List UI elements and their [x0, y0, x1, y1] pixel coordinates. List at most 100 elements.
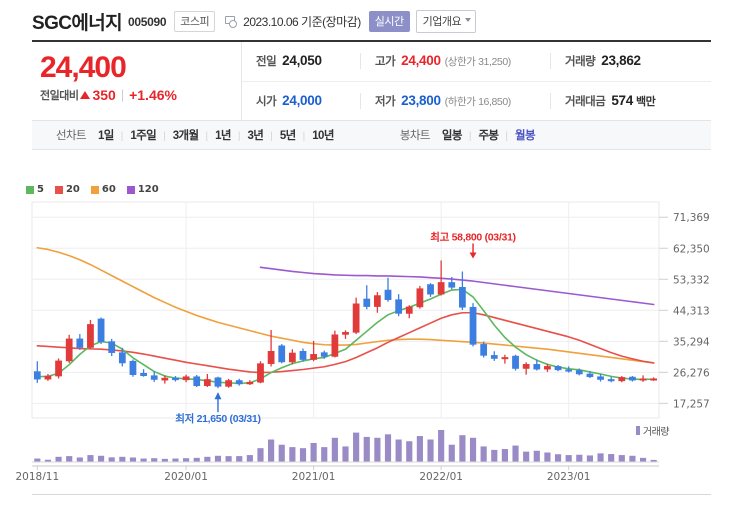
volume-swatch-icon [635, 426, 640, 435]
period-tab-0[interactable]: 1일 [97, 130, 114, 142]
volume-bar [278, 444, 285, 462]
period-tab-6[interactable]: 10년 [312, 130, 334, 142]
candle-tab-0[interactable]: 일봉 [441, 130, 463, 142]
line-chart-group: 선차트 1일 | 1주일 | 3개월 | 1년 | 3년 | 5년 | 10년 [56, 126, 334, 144]
calendar-clock-icon [225, 15, 238, 28]
volume-bar [140, 458, 147, 462]
candle-tab-1[interactable]: 주봉 [478, 130, 499, 142]
volume-bar [608, 454, 615, 462]
candle-body [490, 355, 498, 359]
period-tab-1[interactable]: 1주일 [130, 130, 157, 142]
candle-body [214, 377, 222, 387]
period-tab-4[interactable]: 3년 [247, 130, 264, 142]
candle-body [639, 378, 647, 381]
prev-close-label: 전일 [256, 56, 277, 69]
period-tab-5[interactable]: 5년 [279, 130, 296, 142]
candle-body [44, 375, 52, 380]
candle-body [97, 318, 105, 342]
volume-legend: 거래량 [635, 423, 670, 438]
quote-row-top: 전일 24,050 고가 24,400 (상한가 31,250) 거래량 23,… [242, 42, 711, 82]
tab-divider: | [505, 131, 509, 142]
open-value: 24,000 [282, 92, 322, 108]
low-label: 저가 [375, 95, 396, 108]
change-label: 전일대비 [40, 90, 79, 102]
tab-divider: | [468, 131, 472, 142]
y-axis-tick: 71,369 [673, 212, 710, 224]
ma-legend-label: 5 [37, 184, 44, 195]
turnover-label: 거래대금 [565, 95, 606, 108]
ma-swatch-icon [90, 185, 99, 194]
volume-bar [459, 435, 466, 462]
candle-body [618, 377, 626, 382]
candle-body [501, 357, 509, 360]
volume-bar [66, 456, 73, 462]
volume-bar [236, 456, 243, 462]
candle-body [480, 344, 488, 356]
tab-divider: | [302, 131, 306, 142]
ma-line-ma20 [36, 311, 655, 374]
period-tab-3[interactable]: 1년 [215, 130, 231, 142]
candle-body [565, 369, 573, 372]
volume-bar [491, 449, 498, 462]
volume-bar [331, 437, 338, 462]
tab-divider: | [205, 131, 209, 142]
volume-bar [108, 457, 115, 462]
prev-close-cell: 전일 24,050 [242, 53, 360, 69]
volume-bar [576, 454, 583, 462]
ma-swatch-icon [26, 185, 34, 194]
volume-bar [97, 455, 105, 462]
volume-bar [448, 444, 455, 462]
volume-bar [384, 434, 392, 462]
candle-body [373, 295, 381, 307]
volume-legend-label: 거래량 [642, 427, 670, 438]
volume-bar [76, 457, 83, 462]
ma-legend-label: 60 [101, 184, 116, 195]
change-percent: +1.46% [129, 87, 177, 103]
candle-body [586, 373, 594, 378]
ma-legend-label: 20 [65, 184, 80, 195]
company-overview-label: 기업개요 [422, 16, 462, 28]
chart-toolbar: 선차트 1일 | 1주일 | 3개월 | 1년 | 3년 | 5년 | 10년 봉차트 일봉 | 주봉 | 월봉 [32, 120, 711, 150]
candle-tab-2[interactable]: 월봉 [515, 130, 536, 142]
quote-row-bottom: 시가 24,000 저가 23,800 (하한가 16,850) 거래대금 57… [242, 82, 711, 121]
candle-body [352, 303, 360, 333]
tab-divider: | [120, 131, 124, 142]
chart-canvas[interactable]: 71,369 62,350 53,332 44,313 35,294 26,276 17,2… [14, 180, 729, 480]
volume-bar [321, 447, 328, 462]
tab-divider: | [237, 131, 241, 142]
candle-body [118, 352, 126, 364]
volume-bar [44, 459, 52, 462]
ma-line-ma60 [36, 246, 655, 364]
volume-bar [533, 450, 540, 462]
volume-bar [554, 454, 562, 462]
volume-bar [299, 448, 307, 462]
volume-bar [193, 457, 200, 462]
chevron-down-icon [465, 18, 472, 22]
volume-bar [618, 455, 625, 462]
candle-body [448, 282, 456, 288]
volume-bar [310, 442, 317, 462]
candle-body [416, 288, 424, 308]
candle-body [203, 379, 211, 386]
candle-body [459, 286, 466, 308]
volume-bar [246, 455, 253, 462]
candle-body [512, 355, 519, 369]
period-tab-2[interactable]: 3개월 [172, 130, 199, 142]
x-axis-tick: 2023/01 [547, 471, 591, 480]
page-title: SGC에너지 [32, 13, 123, 34]
quote-panel: 24,400 전일대비 350 | +1.46% 전일 24,050 고가 24… [32, 42, 711, 120]
footer-divider [32, 494, 711, 495]
volume-bar [353, 432, 360, 462]
realtime-badge[interactable]: 실시간 [368, 11, 410, 32]
ma-legend-item-5: 5 [26, 184, 44, 195]
candle-body [182, 376, 190, 381]
candle-body [533, 364, 541, 370]
candle-body [161, 377, 169, 381]
price-chart: 5 20 60 120 거래량 71,369 62,350 53,332 44,313 35,… [14, 180, 729, 480]
candle-body [33, 371, 41, 380]
y-axis-tick: 53,332 [673, 274, 710, 286]
company-overview-dropdown[interactable]: 기업개요 [415, 10, 477, 33]
volume-bar [650, 459, 657, 462]
volume-bar [427, 439, 434, 462]
